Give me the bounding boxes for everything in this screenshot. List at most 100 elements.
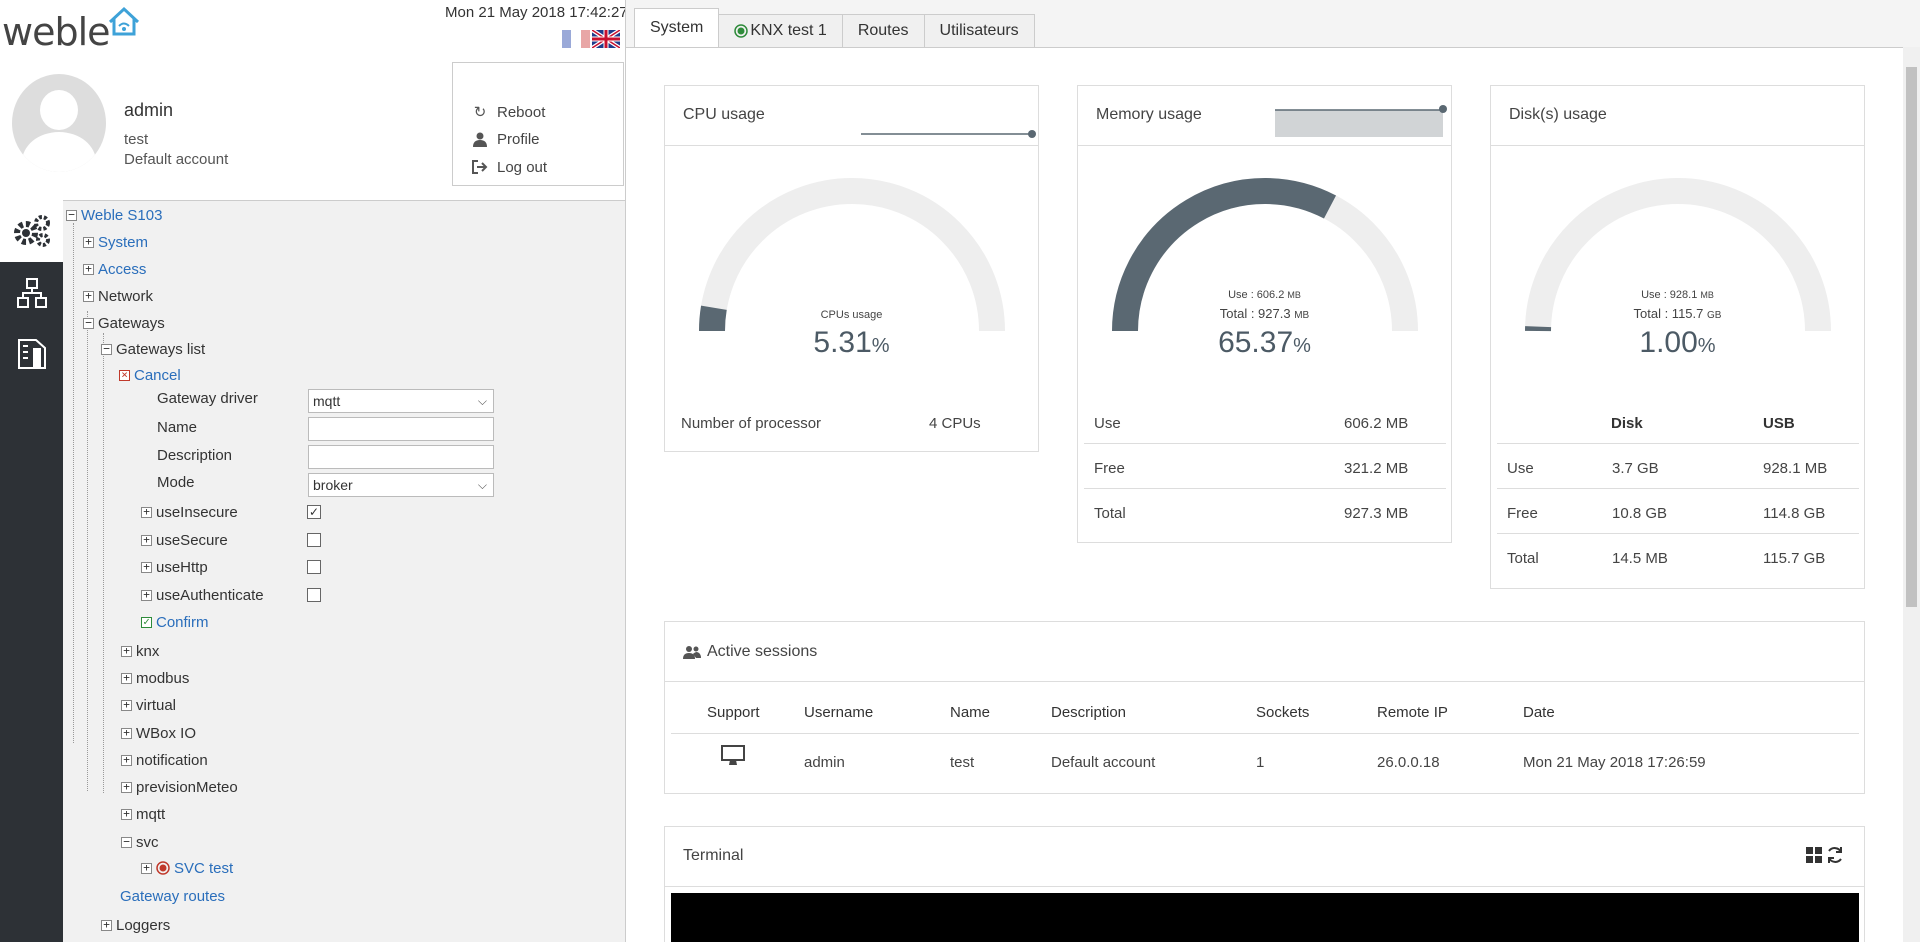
cpu-card-header: CPU usage: [665, 86, 1038, 146]
cpu-proc-value: 4 CPUs: [929, 415, 981, 432]
expand-icon[interactable]: +: [121, 672, 132, 684]
cpu-gauge: [698, 178, 1005, 332]
use-secure-checkbox[interactable]: [307, 533, 321, 547]
sessions-col-remote-ip: Remote IP: [1377, 704, 1448, 721]
collapse-icon[interactable]: −: [121, 836, 132, 848]
expand-icon[interactable]: +: [83, 263, 94, 275]
scrollbar-thumb[interactable]: [1906, 67, 1917, 607]
cancel-icon: ×: [119, 369, 130, 381]
tree-node-root[interactable]: − Weble S103: [66, 205, 162, 225]
sessions-col-name: Name: [950, 704, 991, 721]
sessions-col-sockets: Sockets: [1256, 704, 1310, 721]
expand-icon[interactable]: +: [121, 781, 132, 793]
datetime: Mon 21 May 2018 17:42:27: [445, 4, 628, 21]
tree-node-system[interactable]: + System: [83, 232, 148, 252]
tree-node-mqtt[interactable]: + mqtt: [121, 804, 165, 824]
tree-node-knx[interactable]: + knx: [121, 641, 159, 661]
expand-icon[interactable]: +: [83, 236, 94, 248]
disk-col-disk: Disk: [1611, 415, 1643, 432]
description-input[interactable]: [308, 445, 494, 469]
disk-col-usb: USB: [1763, 415, 1795, 432]
tab-utilisateurs[interactable]: Utilisateurs: [923, 14, 1035, 48]
terminal-card: Terminal: [664, 826, 1865, 942]
expand-icon[interactable]: +: [141, 506, 152, 518]
memory-percent: 65.37%: [1218, 326, 1311, 359]
tab-bar: System KNX test 1 Routes Utilisateurs: [634, 8, 1035, 48]
mode-label: Mode: [157, 474, 195, 491]
session-name: test: [950, 754, 975, 771]
tab-routes[interactable]: Routes: [841, 14, 925, 48]
disk-total-label: Total: [1507, 550, 1539, 567]
cancel-button[interactable]: × Cancel: [119, 365, 181, 385]
sidebar-item-building[interactable]: [0, 324, 63, 382]
name-input[interactable]: [308, 417, 494, 441]
use-http-checkbox[interactable]: [307, 560, 321, 574]
desktop-icon: [721, 745, 745, 765]
collapse-icon[interactable]: −: [83, 317, 94, 329]
sidebar-item-settings[interactable]: [0, 200, 63, 262]
memory-use-label: Use: [1094, 415, 1121, 432]
terminal-output[interactable]: [671, 893, 1859, 942]
expand-icon[interactable]: +: [141, 589, 152, 601]
tree-node-notification[interactable]: + notification: [121, 750, 208, 770]
disk-use-label: Use: [1507, 460, 1534, 477]
expand-icon[interactable]: +: [101, 919, 112, 931]
expand-icon[interactable]: +: [141, 561, 152, 573]
tab-system[interactable]: System: [634, 8, 720, 48]
sidebar-item-network[interactable]: [0, 264, 63, 322]
sessions-card: Active sessions Support Username Name De…: [664, 621, 1865, 794]
grid-icon[interactable]: [1806, 847, 1822, 863]
profile-menu-item[interactable]: Profile: [471, 130, 540, 148]
expand-icon[interactable]: +: [121, 727, 132, 739]
french-flag-icon[interactable]: [562, 30, 590, 48]
expand-icon[interactable]: +: [121, 808, 132, 820]
confirm-button[interactable]: ✓ Confirm: [141, 612, 209, 632]
reboot-menu-item[interactable]: ↻ Reboot: [471, 103, 546, 122]
collapse-icon[interactable]: −: [101, 343, 112, 355]
expand-icon[interactable]: +: [121, 645, 132, 657]
use-authenticate-checkbox[interactable]: [307, 588, 321, 602]
use-insecure-checkbox[interactable]: ✓: [307, 505, 321, 519]
tree-node-virtual[interactable]: + virtual: [121, 695, 176, 715]
tree-node-loggers[interactable]: + Loggers: [101, 915, 170, 935]
expand-icon[interactable]: +: [141, 862, 152, 874]
tree-node-use-http[interactable]: + useHttp: [141, 557, 208, 577]
refresh-icon[interactable]: [1826, 846, 1844, 864]
expand-icon[interactable]: +: [121, 699, 132, 711]
gateway-driver-select[interactable]: mqtt ⌵: [308, 389, 494, 413]
tree-node-access[interactable]: + Access: [83, 259, 146, 279]
collapse-icon[interactable]: −: [66, 209, 77, 221]
cpu-history-sparkline: [861, 130, 1036, 138]
tree-node-use-authenticate[interactable]: + useAuthenticate: [141, 585, 264, 605]
tree-node-wbox[interactable]: + WBox IO: [121, 723, 196, 743]
tree-node-modbus[interactable]: + modbus: [121, 668, 189, 688]
uk-flag-icon[interactable]: [592, 30, 620, 48]
tree-node-network[interactable]: + Network: [83, 286, 153, 306]
expand-icon[interactable]: +: [141, 534, 152, 546]
scrollbar[interactable]: [1903, 47, 1920, 942]
tree-node-svc-test[interactable]: + SVC test: [141, 858, 233, 878]
session-username: admin: [804, 754, 845, 771]
tree-node-gateway-routes[interactable]: Gateway routes: [120, 887, 226, 905]
user-description: Default account: [124, 151, 229, 168]
config-tree: − Weble S103 + System + Access + Network…: [63, 200, 625, 942]
memory-card: Memory usage Use : 606.2 MB Total : 927.…: [1077, 85, 1452, 543]
cpu-percent: 5.31%: [813, 326, 890, 359]
sessions-col-username: Username: [804, 704, 874, 721]
tree-node-gateways[interactable]: − Gateways: [83, 313, 165, 333]
tab-knx-test-1[interactable]: KNX test 1: [718, 14, 843, 48]
tree-node-use-secure[interactable]: + useSecure: [141, 530, 228, 550]
expand-icon[interactable]: +: [83, 290, 94, 302]
gears-icon: [13, 215, 50, 247]
tree-node-svc[interactable]: − svc: [121, 832, 159, 852]
memory-total-label: Total: [1094, 505, 1126, 522]
left-panel: weble Mon 21 May 2018 17:42:27 admin tes…: [0, 0, 628, 942]
expand-icon[interactable]: +: [121, 754, 132, 766]
tree-node-use-insecure[interactable]: + useInsecure: [141, 502, 238, 522]
cpu-proc-label: Number of processor: [681, 415, 822, 432]
check-icon: ✓: [141, 616, 152, 628]
logout-menu-item[interactable]: Log out: [471, 158, 547, 176]
tree-node-gateways-list[interactable]: − Gateways list: [101, 339, 205, 359]
tree-node-prevision[interactable]: + previsionMeteo: [121, 777, 238, 797]
mode-select[interactable]: broker ⌵: [308, 473, 494, 497]
